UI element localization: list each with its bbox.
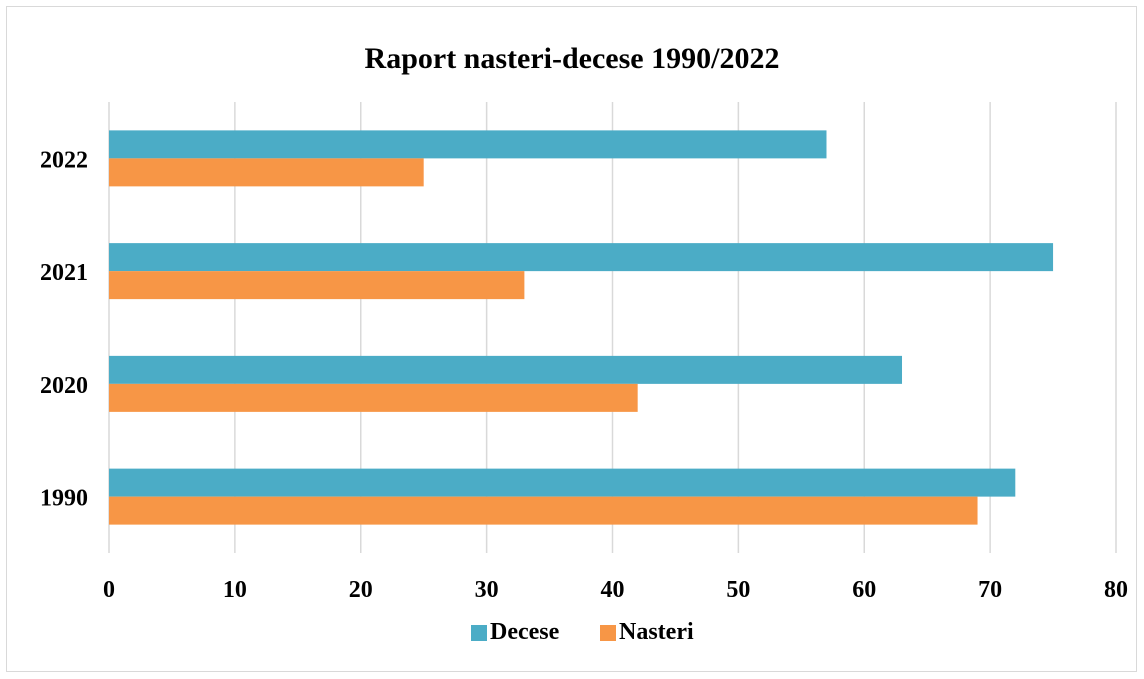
x-tick-label-60: 60	[852, 577, 876, 603]
bar-decese-2020	[109, 355, 903, 384]
chart-svg: Raport nasteri-decese 1990/2022 0 10 20 30 4…	[40, 42, 1128, 645]
legend-label-decese: Decese	[490, 619, 560, 645]
chart-title: Raport nasteri-decese 1990/2022	[365, 42, 780, 75]
axis-layer: 0 10 20 30 40 50 60 70 80 1990 2020 2021 2022	[40, 147, 1128, 603]
legend-swatch-nasteri	[600, 625, 616, 641]
x-tick-label-40: 40	[601, 577, 625, 603]
legend-swatch-decese	[471, 625, 487, 641]
x-tick-label-50: 50	[726, 577, 750, 603]
bar-decese-2021	[109, 243, 1054, 272]
y-tick-label-2021: 2021	[40, 260, 88, 286]
bar-nasteri-2022	[109, 158, 424, 187]
x-tick-label-70: 70	[978, 577, 1002, 603]
x-tick-label-0: 0	[103, 577, 115, 603]
y-tick-label-2022: 2022	[40, 147, 88, 173]
bar-nasteri-1990	[109, 496, 978, 525]
bar-layer	[109, 130, 1054, 525]
chart-frame: Raport nasteri-decese 1990/2022 0 10 20 30 4…	[6, 6, 1137, 672]
bar-nasteri-2020	[109, 383, 638, 412]
x-tick-label-30: 30	[475, 577, 499, 603]
legend-label-nasteri: Nasteri	[619, 619, 694, 645]
bar-nasteri-2021	[109, 271, 525, 300]
y-tick-label-2020: 2020	[40, 373, 88, 399]
bar-decese-1990	[109, 468, 1016, 497]
y-tick-label-1990: 1990	[40, 486, 88, 512]
bar-decese-2022	[109, 130, 827, 159]
legend-layer: Decese Nasteri	[471, 619, 694, 645]
x-tick-label-10: 10	[223, 577, 247, 603]
x-tick-label-20: 20	[349, 577, 373, 603]
x-tick-label-80: 80	[1104, 577, 1128, 603]
